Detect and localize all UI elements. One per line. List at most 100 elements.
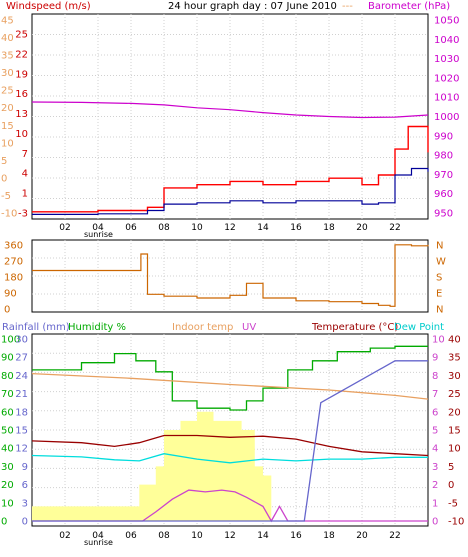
series-wind_avg	[32, 167, 429, 215]
indoor-temp-label: Indoor temp	[172, 322, 233, 333]
wind-tick-outer-11: -10	[1, 209, 17, 220]
barometer-axis-label: Barometer (hPa)	[368, 1, 450, 12]
uv-tick-9: 1	[432, 498, 438, 509]
rain-tick-4: 18	[15, 407, 28, 418]
series-wind_gust	[32, 125, 429, 213]
wind-tick-outer-5: 20	[1, 103, 14, 114]
wind-x-tick-04: 04	[92, 223, 104, 233]
wind-x-tick-18: 18	[323, 223, 335, 233]
temp-tick-10: -10	[448, 517, 464, 528]
uv-tick-0: 10	[432, 335, 445, 346]
temp-x-tick-06: 06	[125, 531, 137, 541]
baro-tick-9: 960	[434, 189, 453, 200]
wind-x-tick-02: 02	[59, 223, 70, 233]
uv-tick-2: 8	[432, 371, 438, 382]
hum-tick-3: 70	[1, 389, 14, 400]
wind-x-tick-12: 12	[224, 223, 235, 233]
uv-tick-5: 5	[432, 426, 438, 437]
temp-x-tick-14: 14	[257, 531, 269, 541]
temp-x-tick-08: 08	[158, 531, 170, 541]
windspeed-axis-label: Windspeed (m/s)	[6, 1, 91, 12]
wind-tick-outer-8: 5	[1, 156, 7, 167]
dir-tick-4: 0	[4, 305, 10, 316]
rain-tick-3: 21	[15, 389, 28, 400]
temp-tick-5: 15	[448, 426, 461, 437]
wind-tick-outer-6: 15	[1, 121, 14, 132]
temp-tick-9: -5	[448, 498, 458, 509]
temp-tick-7: 5	[448, 462, 454, 473]
compass-0: N	[436, 241, 443, 252]
wind-tick-outer-9: 0	[1, 173, 7, 184]
dir-tick-0: 360	[4, 241, 23, 252]
series-humidity	[32, 345, 428, 411]
temperature-axis-label: Temperature (°C)	[311, 322, 398, 333]
compass-3: E	[436, 289, 442, 300]
uv-tick-3: 7	[432, 389, 438, 400]
rain-tick-0: 30	[15, 335, 28, 346]
baro-tick-7: 980	[434, 151, 453, 162]
dir-tick-1: 270	[4, 257, 23, 268]
wind-panel-grid	[32, 14, 428, 219]
wind-tick-inner-9: -3	[18, 209, 28, 220]
series-rain-bars	[32, 411, 428, 521]
rain-tick-1: 27	[15, 353, 28, 364]
rain-tick-6: 12	[15, 444, 28, 455]
temp-humidity-series	[31, 345, 429, 523]
temp-tick-2: 30	[448, 371, 461, 382]
uv-tick-4: 6	[432, 407, 438, 418]
wind-baro-series	[31, 101, 429, 215]
baro-tick-4: 1010	[434, 93, 459, 104]
wind-tick-inner-3: 16	[15, 89, 28, 100]
dir-tick-2: 180	[4, 273, 23, 284]
rain-tick-8: 6	[22, 480, 28, 491]
wind-tick-inner-1: 22	[15, 49, 28, 60]
hum-tick-7: 30	[1, 462, 14, 473]
series-dewpoint	[31, 453, 428, 464]
hum-tick-0: 100	[1, 335, 20, 346]
sunrise-label-top: sunrise	[84, 230, 113, 239]
temp-panel-axis-ticks: 1009080706050403020100302724211815129630…	[1, 335, 464, 542]
temp-x-tick-04: 04	[92, 531, 104, 541]
uv-tick-7: 3	[432, 462, 438, 473]
temp-x-tick-18: 18	[323, 531, 335, 541]
wind-tick-outer-7: 10	[1, 138, 14, 149]
uv-tick-6: 4	[432, 444, 438, 455]
wind-x-tick-10: 10	[191, 223, 203, 233]
series-direction	[32, 244, 429, 307]
compass-1: W	[436, 257, 446, 268]
wind-x-tick-20: 20	[356, 223, 368, 233]
compass-2: S	[436, 273, 442, 284]
barometer-axis-suffix: ---	[342, 1, 353, 12]
hum-tick-4: 60	[1, 407, 14, 418]
wind-tick-inner-8: 1	[22, 189, 28, 200]
series-uv	[32, 489, 428, 523]
rain-tick-10: 0	[22, 517, 28, 528]
temp-x-tick-02: 02	[59, 531, 70, 541]
hum-tick-9: 10	[1, 498, 14, 509]
series-temperature	[31, 434, 429, 457]
hum-tick-5: 50	[1, 426, 14, 437]
hum-tick-2: 80	[1, 371, 14, 382]
uv-tick-1: 9	[432, 353, 438, 364]
uv-tick-10: 0	[432, 517, 438, 528]
humidity-axis-label: Humidity %	[68, 322, 126, 333]
wind-x-tick-06: 06	[125, 223, 137, 233]
wind-x-tick-08: 08	[158, 223, 170, 233]
wind-tick-outer-10: -5	[1, 191, 11, 202]
temp-tick-3: 25	[448, 389, 461, 400]
temp-x-tick-16: 16	[290, 531, 302, 541]
wind-panel-axis-ticks: 454035302520151050-5-10252219161310741-3…	[1, 16, 459, 234]
wind-tick-outer-1: 40	[1, 33, 14, 44]
rainfall-axis-label: Rainfall (mm)	[2, 322, 70, 333]
temp-tick-0: 40	[448, 335, 461, 346]
dir-tick-3: 90	[4, 289, 17, 300]
temp-tick-4: 20	[448, 407, 461, 418]
rain-tick-9: 3	[22, 498, 28, 509]
rain-tick-5: 15	[15, 426, 28, 437]
hum-tick-6: 40	[1, 444, 14, 455]
wind-tick-inner-6: 7	[22, 149, 28, 160]
wind-tick-outer-0: 45	[1, 16, 14, 27]
wind-tick-inner-5: 10	[15, 129, 28, 140]
compass-4: N	[436, 305, 443, 316]
